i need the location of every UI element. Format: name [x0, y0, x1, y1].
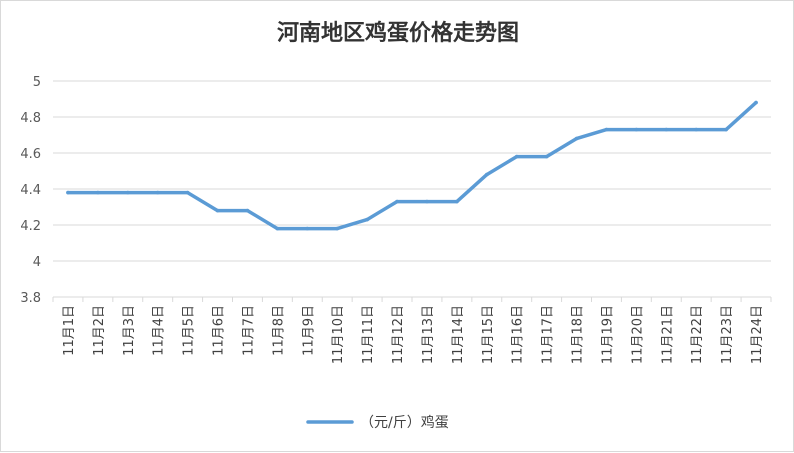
- x-tick-label: 11月20日: [630, 305, 645, 364]
- data-point: [664, 127, 669, 132]
- data-point: [634, 127, 639, 132]
- x-tick-label: 11月9日: [301, 305, 316, 356]
- data-point: [455, 199, 459, 204]
- data-point: [574, 136, 579, 141]
- data-point: [125, 190, 130, 195]
- data-point: [245, 208, 250, 213]
- data-point: [305, 226, 310, 231]
- x-tick-label: 11月8日: [271, 305, 286, 356]
- data-point: [96, 190, 100, 195]
- data-point: [724, 127, 728, 132]
- data-point: [215, 208, 220, 213]
- data-point: [395, 199, 399, 204]
- x-tick-label: 11月13日: [421, 305, 436, 364]
- chart-title: 河南地区鸡蛋价格走势图: [276, 20, 519, 46]
- data-point: [66, 190, 70, 195]
- x-tick-label: 11月11日: [361, 305, 376, 364]
- x-tick-label: 11月3日: [122, 305, 137, 356]
- data-point: [335, 226, 340, 231]
- y-tick-label: 5: [33, 75, 41, 90]
- y-tick-label: 3.8: [20, 291, 41, 306]
- x-tick-label: 11月10日: [331, 305, 346, 364]
- x-tick-label: 11月5日: [182, 305, 197, 356]
- x-tick-label: 11月21日: [660, 305, 675, 364]
- y-tick-label: 4.4: [20, 183, 41, 198]
- data-point: [544, 154, 549, 159]
- x-tick-label: 11月16日: [511, 305, 526, 364]
- x-tick-label: 11月14日: [451, 305, 466, 364]
- data-point: [484, 172, 489, 177]
- y-tick-label: 4.8: [20, 111, 41, 126]
- data-point: [425, 199, 429, 204]
- data-point: [155, 190, 160, 195]
- x-tick-label: 11月1日: [62, 305, 77, 356]
- x-tick-label: 11月18日: [571, 305, 586, 364]
- y-tick-label: 4: [33, 255, 41, 270]
- x-tick-label: 11月19日: [600, 305, 615, 364]
- data-point: [514, 154, 519, 159]
- x-tick-label: 11月6日: [212, 305, 227, 356]
- y-tick-label: 4.2: [20, 219, 41, 234]
- data-point: [694, 127, 699, 132]
- x-tick-label: 11月4日: [152, 305, 167, 356]
- x-tick-label: 11月23日: [720, 305, 735, 364]
- data-point: [185, 190, 190, 195]
- x-tick-label: 11月2日: [92, 305, 107, 356]
- x-tick-label: 11月12日: [391, 305, 406, 364]
- x-tick-label: 11月24日: [750, 305, 765, 364]
- data-point: [754, 100, 758, 105]
- y-tick-label: 4.6: [20, 147, 41, 162]
- x-tick-label: 11月15日: [481, 305, 496, 364]
- data-point: [604, 127, 609, 132]
- x-tick-label: 11月7日: [241, 305, 256, 356]
- x-tick-label: 11月22日: [690, 305, 705, 364]
- data-point: [365, 217, 369, 222]
- series-line: [66, 100, 758, 231]
- data-point: [275, 226, 280, 231]
- legend-label: （元/斤）鸡蛋: [360, 414, 449, 431]
- x-tick-label: 11月17日: [541, 305, 556, 364]
